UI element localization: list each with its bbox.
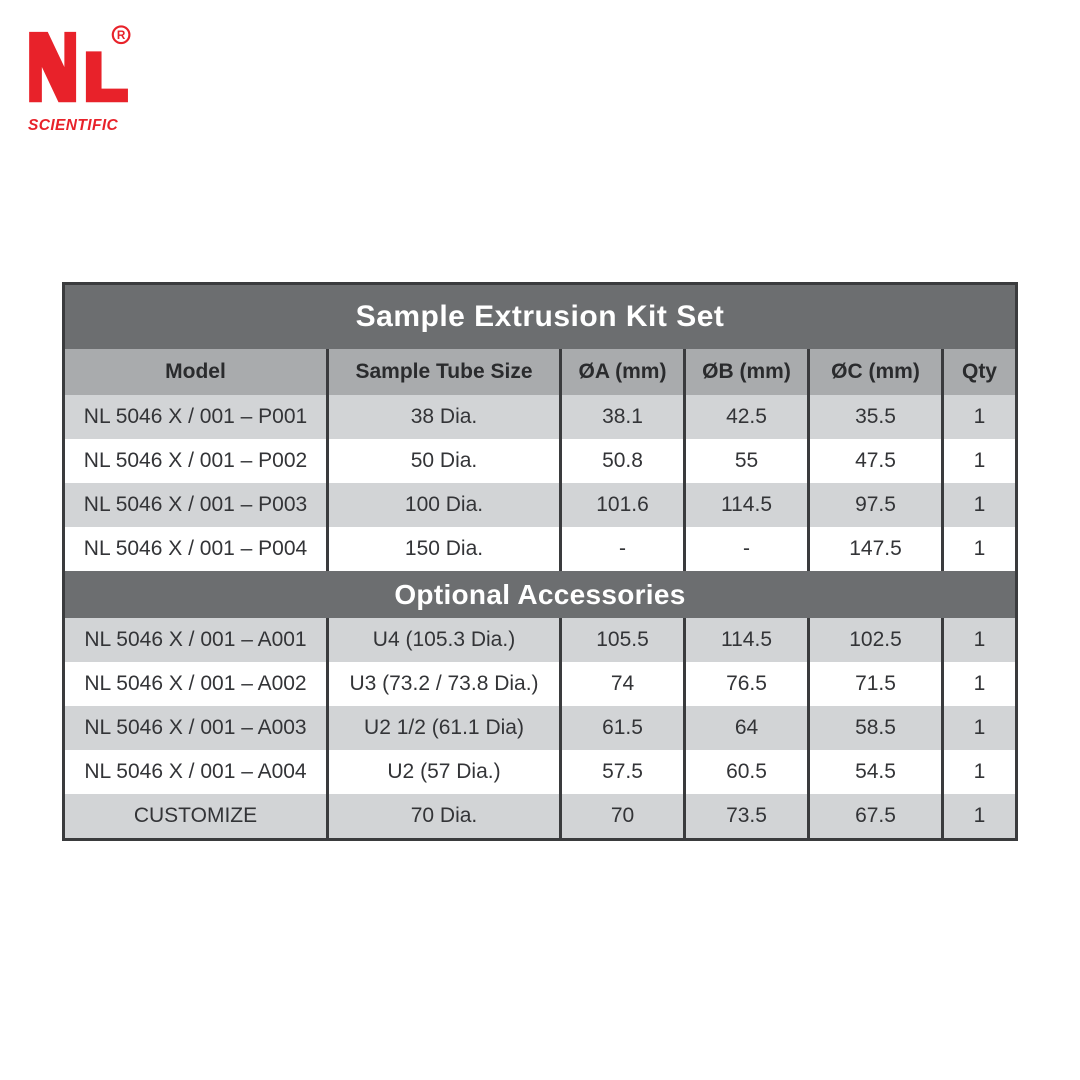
cell-dia-b: 64 — [686, 706, 810, 750]
cell-dia-a: 101.6 — [562, 483, 686, 527]
cell-dia-c: 58.5 — [810, 706, 944, 750]
cell-dia-b: 42.5 — [686, 395, 810, 439]
cell-qty: 1 — [944, 750, 1015, 794]
cell-dia-c: 97.5 — [810, 483, 944, 527]
cell-dia-b: 60.5 — [686, 750, 810, 794]
table-row-a003: NL 5046 X / 001 – A003 U2 1/2 (61.1 Dia)… — [65, 706, 1015, 750]
cell-model: NL 5046 X / 001 – P002 — [65, 439, 329, 483]
cell-qty: 1 — [944, 395, 1015, 439]
cell-dia-a: 38.1 — [562, 395, 686, 439]
cell-qty: 1 — [944, 706, 1015, 750]
col-header-sample-tube-size: Sample Tube Size — [329, 349, 562, 395]
table-row-p003: NL 5046 X / 001 – P003 100 Dia. 101.6 11… — [65, 483, 1015, 527]
table-row-a002: NL 5046 X / 001 – A002 U3 (73.2 / 73.8 D… — [65, 662, 1015, 706]
cell-dia-b: - — [686, 527, 810, 571]
col-header-dia-a: ØA (mm) — [562, 349, 686, 395]
cell-dia-b: 55 — [686, 439, 810, 483]
cell-model: NL 5046 X / 001 – P001 — [65, 395, 329, 439]
col-header-model: Model — [65, 349, 329, 395]
table-row-p004: NL 5046 X / 001 – P004 150 Dia. - - 147.… — [65, 527, 1015, 571]
cell-dia-c: 47.5 — [810, 439, 944, 483]
cell-qty: 1 — [944, 439, 1015, 483]
cell-model: NL 5046 X / 001 – P003 — [65, 483, 329, 527]
cell-tube-size: 150 Dia. — [329, 527, 562, 571]
cell-dia-b: 76.5 — [686, 662, 810, 706]
cell-model: NL 5046 X / 001 – P004 — [65, 527, 329, 571]
registered-mark-icon: R — [117, 29, 126, 42]
cell-model: CUSTOMIZE — [65, 794, 329, 838]
nl-logo-icon: R — [29, 25, 131, 103]
table-title: Sample Extrusion Kit Set — [65, 285, 1015, 349]
cell-tube-size: U3 (73.2 / 73.8 Dia.) — [329, 662, 562, 706]
cell-dia-a: 105.5 — [562, 618, 686, 662]
table-row-a001: NL 5046 X / 001 – A001 U4 (105.3 Dia.) 1… — [65, 618, 1015, 662]
sample-extrusion-kit-table: Sample Extrusion Kit Set Model Sample Tu… — [62, 282, 1018, 841]
cell-tube-size: U2 (57 Dia.) — [329, 750, 562, 794]
cell-qty: 1 — [944, 618, 1015, 662]
cell-tube-size: 38 Dia. — [329, 395, 562, 439]
table-row-p002: NL 5046 X / 001 – P002 50 Dia. 50.8 55 4… — [65, 439, 1015, 483]
cell-dia-c: 147.5 — [810, 527, 944, 571]
cell-qty: 1 — [944, 527, 1015, 571]
cell-tube-size: U4 (105.3 Dia.) — [329, 618, 562, 662]
cell-model: NL 5046 X / 001 – A003 — [65, 706, 329, 750]
cell-dia-c: 54.5 — [810, 750, 944, 794]
col-header-dia-c: ØC (mm) — [810, 349, 944, 395]
cell-dia-c: 71.5 — [810, 662, 944, 706]
cell-dia-b: 73.5 — [686, 794, 810, 838]
col-header-dia-b: ØB (mm) — [686, 349, 810, 395]
cell-dia-a: - — [562, 527, 686, 571]
cell-dia-c: 67.5 — [810, 794, 944, 838]
table-row-p001: NL 5046 X / 001 – P001 38 Dia. 38.1 42.5… — [65, 395, 1015, 439]
cell-qty: 1 — [944, 662, 1015, 706]
cell-dia-a: 50.8 — [562, 439, 686, 483]
table-row-a004: NL 5046 X / 001 – A004 U2 (57 Dia.) 57.5… — [65, 750, 1015, 794]
cell-tube-size: 100 Dia. — [329, 483, 562, 527]
cell-tube-size: U2 1/2 (61.1 Dia) — [329, 706, 562, 750]
cell-dia-b: 114.5 — [686, 618, 810, 662]
cell-model: NL 5046 X / 001 – A002 — [65, 662, 329, 706]
logo-subtitle: SCIENTIFIC — [28, 117, 119, 134]
cell-model: NL 5046 X / 001 – A001 — [65, 618, 329, 662]
cell-dia-b: 114.5 — [686, 483, 810, 527]
nl-scientific-logo: R SCIENTIFIC — [28, 24, 138, 135]
cell-dia-c: 35.5 — [810, 395, 944, 439]
table-row-customize: CUSTOMIZE 70 Dia. 70 73.5 67.5 1 — [65, 794, 1015, 838]
section-title-optional-accessories: Optional Accessories — [65, 571, 1015, 618]
cell-tube-size: 70 Dia. — [329, 794, 562, 838]
cell-tube-size: 50 Dia. — [329, 439, 562, 483]
cell-dia-a: 70 — [562, 794, 686, 838]
cell-dia-a: 57.5 — [562, 750, 686, 794]
cell-dia-a: 61.5 — [562, 706, 686, 750]
table-header-row: Model Sample Tube Size ØA (mm) ØB (mm) Ø… — [65, 349, 1015, 395]
cell-model: NL 5046 X / 001 – A004 — [65, 750, 329, 794]
cell-qty: 1 — [944, 794, 1015, 838]
cell-dia-a: 74 — [562, 662, 686, 706]
col-header-qty: Qty — [944, 349, 1015, 395]
cell-qty: 1 — [944, 483, 1015, 527]
cell-dia-c: 102.5 — [810, 618, 944, 662]
